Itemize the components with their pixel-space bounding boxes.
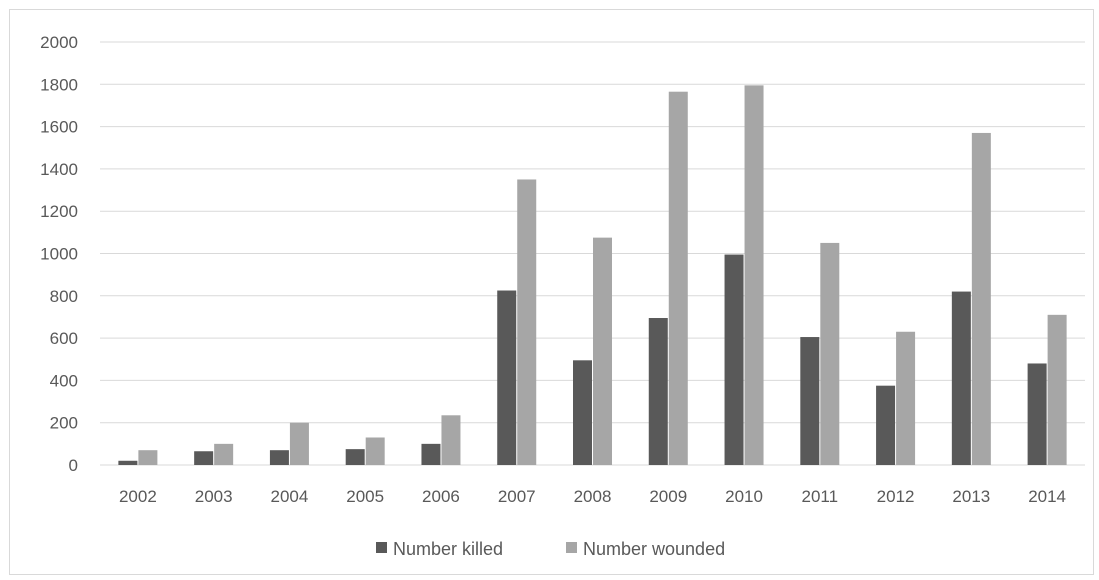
y-tick-label: 400 xyxy=(50,371,78,390)
legend-swatch-wounded xyxy=(566,542,577,553)
bar-wounded-2005 xyxy=(365,437,385,465)
bar-wounded-2006 xyxy=(441,415,461,465)
bar-wounded-2008 xyxy=(593,237,612,465)
y-tick-label: 1000 xyxy=(40,245,78,264)
bar-wounded-2009 xyxy=(668,91,688,465)
bar-killed-2009 xyxy=(648,318,668,465)
x-tick-label: 2011 xyxy=(802,487,839,506)
x-tick-label: 2008 xyxy=(574,487,612,506)
chart-frame xyxy=(9,9,1094,575)
y-tick-label: 2000 xyxy=(40,33,78,52)
x-tick-label: 2012 xyxy=(877,487,915,506)
bar-killed-2003 xyxy=(194,451,214,465)
bar-wounded-2014 xyxy=(1047,314,1067,465)
bar-wounded-2003 xyxy=(214,443,234,465)
bar-killed-2004 xyxy=(269,450,289,465)
y-tick-label: 0 xyxy=(69,456,78,475)
bar-killed-2014 xyxy=(1027,363,1047,465)
x-axis-ticks: 2002 2003 2004 2005 2006 2007 2008 2009 2010 2011… xyxy=(119,487,1066,506)
x-tick-label: 2009 xyxy=(649,487,687,506)
bar-wounded-2011 xyxy=(820,242,840,465)
x-tick-label: 2014 xyxy=(1028,487,1066,506)
bar-wounded-2012 xyxy=(896,331,916,465)
x-tick-label: 2003 xyxy=(195,487,233,506)
y-tick-label: 200 xyxy=(50,414,78,433)
bar-wounded-2004 xyxy=(289,422,309,465)
bar-killed-2012 xyxy=(876,385,896,465)
gridlines xyxy=(100,41,1085,466)
bar-wounded-2007 xyxy=(517,179,537,465)
bar-wounded-2002 xyxy=(138,450,158,465)
x-tick-label: 2013 xyxy=(952,487,990,506)
x-tick-label: 2006 xyxy=(422,487,460,506)
bar-killed-2007 xyxy=(497,290,517,465)
bar-killed-2005 xyxy=(345,449,365,465)
bar-killed-2010 xyxy=(724,254,744,465)
y-tick-label: 1400 xyxy=(40,160,78,179)
y-tick-label: 1200 xyxy=(40,202,78,221)
x-tick-label: 2010 xyxy=(725,487,763,506)
bar-killed-2013 xyxy=(951,291,971,465)
bars xyxy=(118,85,1067,466)
bar-killed-2008 xyxy=(573,360,592,465)
legend-label-killed: Number killed xyxy=(393,539,503,559)
y-tick-label: 800 xyxy=(50,287,78,306)
y-tick-label: 1600 xyxy=(40,118,78,137)
y-tick-label: 600 xyxy=(50,329,78,348)
y-tick-label: 1800 xyxy=(40,75,78,94)
legend-label-wounded: Number wounded xyxy=(583,539,725,559)
x-tick-label: 2004 xyxy=(271,487,309,506)
x-tick-label: 2002 xyxy=(119,487,157,506)
x-tick-label: 2007 xyxy=(498,487,536,506)
y-axis-ticks: 0 200 400 600 800 1000 1200 1400 1600 1800 2000 xyxy=(40,33,78,475)
bar-wounded-2013 xyxy=(971,132,991,465)
legend-swatch-killed xyxy=(376,542,387,553)
bar-killed-2006 xyxy=(421,443,441,465)
legend: Number killed Number wounded xyxy=(376,539,725,559)
bar-wounded-2010 xyxy=(744,85,764,466)
bar-killed-2002 xyxy=(118,460,138,465)
x-tick-label: 2005 xyxy=(346,487,384,506)
bar-killed-2011 xyxy=(800,337,820,465)
